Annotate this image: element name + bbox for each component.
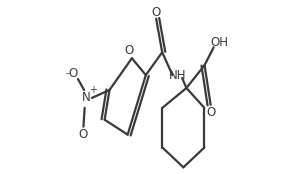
Text: O: O (125, 44, 134, 57)
Text: O: O (68, 67, 78, 80)
Text: NH: NH (168, 69, 186, 82)
Text: N: N (82, 91, 91, 104)
Text: -: - (65, 68, 69, 78)
Text: O: O (206, 106, 215, 119)
Text: +: + (89, 85, 97, 95)
Text: O: O (152, 6, 161, 19)
Text: OH: OH (211, 36, 229, 49)
Text: O: O (79, 128, 88, 141)
